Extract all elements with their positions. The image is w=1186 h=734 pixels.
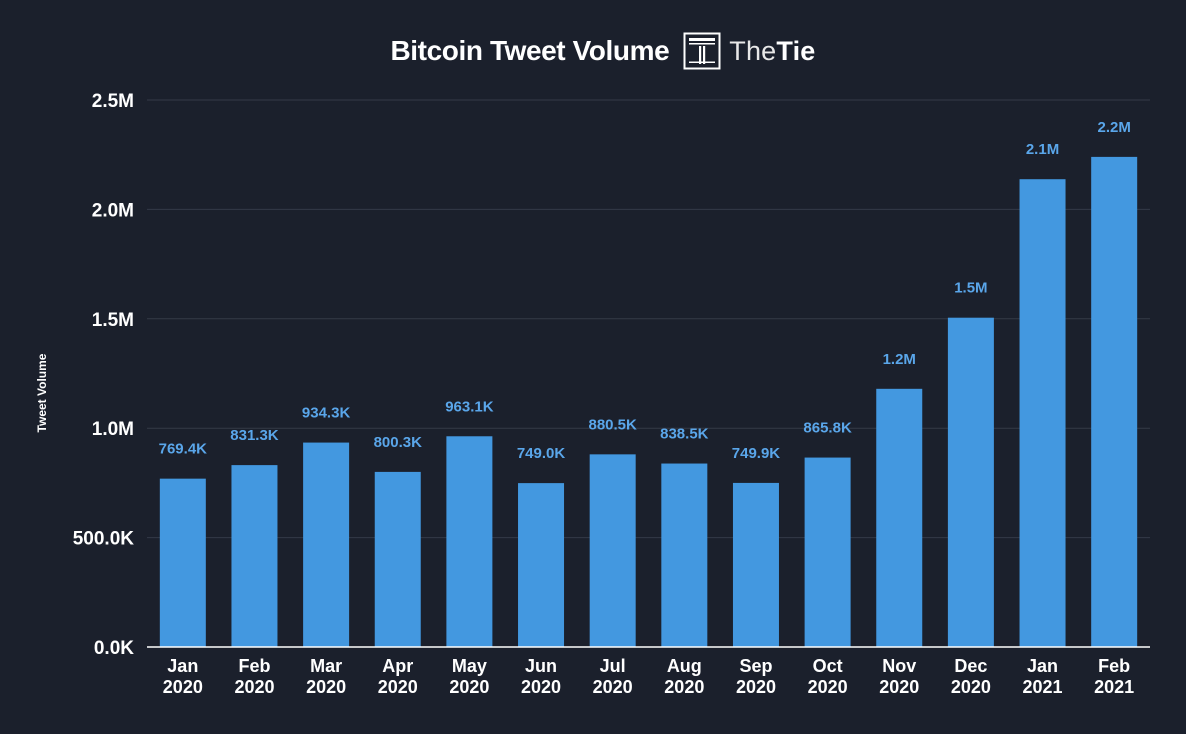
x-tick-label-year: 2021: [1094, 677, 1134, 697]
x-tick-label-year: 2020: [521, 677, 561, 697]
x-tick-label-month: May: [452, 656, 487, 676]
bar-value-label: 880.5K: [588, 416, 637, 433]
x-tick-label-month: Jul: [600, 656, 626, 676]
bar: [1019, 179, 1066, 647]
x-tick-label-year: 2020: [306, 677, 346, 697]
bar-value-label: 749.0K: [517, 445, 566, 462]
x-tick-label-month: Dec: [954, 656, 987, 676]
x-tick-label-year: 2020: [736, 677, 776, 697]
bar-value-label: 749.9K: [732, 445, 781, 462]
x-tick-label-year: 2020: [879, 677, 919, 697]
x-tick-label-month: Jan: [167, 656, 198, 676]
bar: [804, 457, 851, 647]
y-tick-label: 1.0M: [92, 419, 134, 440]
brand-logo: TheTie: [683, 32, 815, 70]
y-tick-label: 1.5M: [92, 310, 134, 331]
x-tick-label-month: Aug: [667, 656, 702, 676]
bar-value-label: 1.5M: [954, 280, 987, 297]
x-tick-label-year: 2020: [378, 677, 418, 697]
bar-value-label: 2.2M: [1097, 119, 1130, 136]
x-tick-label-month: Nov: [882, 656, 916, 676]
x-tick-label-month: Feb: [238, 656, 270, 676]
bar: [947, 317, 994, 647]
x-tick-label-year: 2020: [163, 677, 203, 697]
bar: [231, 465, 278, 647]
x-tick-label-month: Sep: [739, 656, 772, 676]
x-tick-label-month: Apr: [382, 656, 413, 676]
bar: [1091, 156, 1138, 647]
brand-name-bold: Tie: [776, 35, 816, 66]
bar-value-label: 963.1K: [445, 398, 494, 415]
bar: [732, 482, 779, 647]
x-tick-label-year: 2020: [951, 677, 991, 697]
bar: [446, 436, 493, 647]
x-tick-label-year: 2020: [449, 677, 489, 697]
x-tick-label-year: 2020: [808, 677, 848, 697]
x-tick-label-year: 2021: [1023, 677, 1063, 697]
brand-name: TheTie: [729, 36, 815, 67]
bar-value-label: 838.5K: [660, 426, 709, 443]
bar-value-label: 1.2M: [883, 351, 916, 368]
x-tick-label-month: Oct: [813, 656, 843, 676]
x-tick-label-month: Feb: [1098, 656, 1130, 676]
thetie-logo-icon: [683, 32, 721, 70]
x-tick-label-month: Mar: [310, 656, 342, 676]
x-tick-label-year: 2020: [664, 677, 704, 697]
bar: [876, 388, 923, 647]
chart-header: Bitcoin Tweet Volume TheTie: [0, 28, 1186, 74]
x-tick-label-month: Jun: [525, 656, 557, 676]
bar: [303, 442, 350, 647]
bar-value-label: 800.3K: [374, 434, 423, 451]
bar: [159, 478, 206, 647]
bar: [374, 471, 421, 647]
brand-name-light: The: [729, 35, 777, 66]
bar: [661, 463, 708, 647]
bar-value-label: 865.8K: [803, 420, 852, 437]
bar: [518, 483, 565, 647]
y-tick-label: 2.5M: [92, 91, 134, 112]
bar-value-label: 769.4K: [159, 441, 208, 458]
y-tick-label: 2.0M: [92, 200, 134, 221]
bar-value-label: 831.3K: [230, 427, 279, 444]
chart-title: Bitcoin Tweet Volume: [390, 35, 670, 66]
x-tick-label-year: 2020: [234, 677, 274, 697]
y-tick-label: 0.0K: [94, 638, 134, 659]
bar-value-label: 2.1M: [1026, 141, 1059, 158]
x-tick-label-month: Jan: [1027, 656, 1058, 676]
x-tick-label-year: 2020: [593, 677, 633, 697]
bar: [589, 454, 636, 647]
y-tick-label: 500.0K: [73, 529, 135, 550]
bar-value-label: 934.3K: [302, 405, 351, 422]
